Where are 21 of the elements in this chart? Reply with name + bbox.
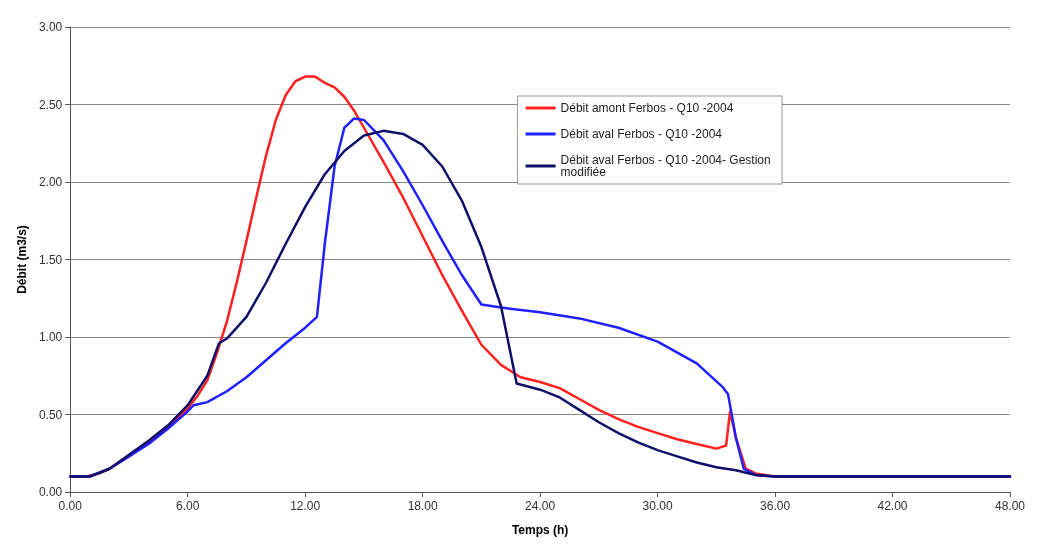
x-axis-title: Temps (h) xyxy=(511,523,569,537)
legend-label: Débit aval Ferbos - Q10 -2004- Gestion modifiée xyxy=(560,153,774,179)
y-axis-title: Débit (m3/s) xyxy=(15,225,29,294)
x-tick-label: 0.00 xyxy=(58,499,83,513)
y-tick-label: 2.50 xyxy=(38,97,63,112)
y-tick-label: 1.00 xyxy=(38,330,63,344)
x-tick-label: 18.00 xyxy=(407,499,438,513)
x-tick-label: 12.00 xyxy=(290,499,321,513)
y-tick-label: 0.00 xyxy=(38,485,63,499)
legend-label: Débit aval Ferbos - Q10 -2004 xyxy=(560,127,723,141)
x-tick-label: 24.00 xyxy=(525,499,556,513)
x-tick-label: 48.00 xyxy=(994,499,1026,513)
y-tick-label: 3.00 xyxy=(38,20,63,34)
x-tick-label: 6.00 xyxy=(176,499,200,513)
y-tick-label: 0.50 xyxy=(38,407,63,422)
y-tick-label: 1.50 xyxy=(38,252,63,267)
y-tick-label: 2.00 xyxy=(38,175,63,189)
x-tick-label: 36.00 xyxy=(760,499,791,513)
x-tick-label: 30.00 xyxy=(642,499,673,513)
legend-label: Débit amont Ferbos - Q10 -2004 xyxy=(560,101,734,115)
x-tick-label: 42.00 xyxy=(877,499,908,513)
